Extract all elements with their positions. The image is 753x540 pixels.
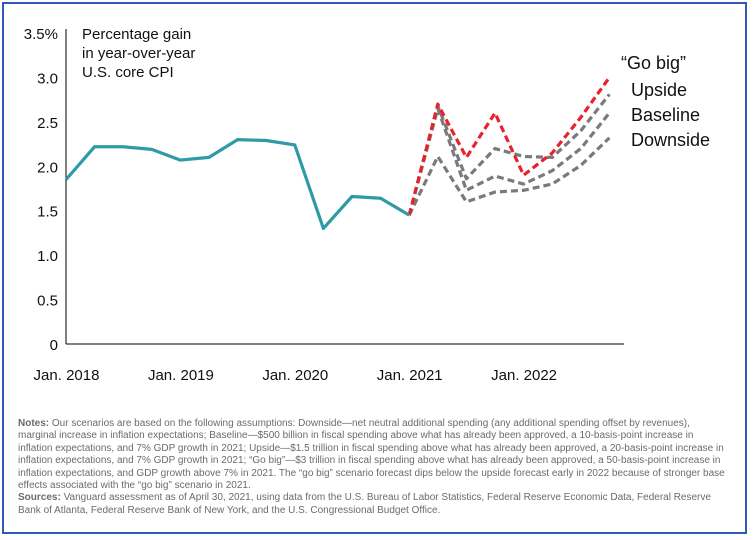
chart-title-line: U.S. core CPI	[82, 64, 174, 81]
notes-text: Our scenarios are based on the following…	[18, 418, 725, 492]
notes-block: Notes: Our scenarios are based on the fo…	[18, 418, 730, 517]
y-tick-label: 1.0	[37, 248, 58, 265]
series-line-baseline	[407, 106, 611, 216]
sources-text: Vanguard assessment as of April 30, 2021…	[18, 492, 711, 516]
chart-title-line: Percentage gain	[82, 26, 191, 43]
figure-frame	[2, 2, 747, 534]
y-tick-label: 0.5	[37, 293, 58, 310]
line-chart: 0 0.5 1.0 1.5 2.0 2.5 3.0 3.5% Jan. 2018 Jan. 201…	[24, 26, 710, 384]
sources-label: Sources:	[18, 492, 61, 504]
y-tick-label: 2.0	[37, 159, 58, 176]
legend-label: Baseline	[631, 105, 700, 125]
legend-label: Downside	[631, 130, 710, 150]
x-tick-label: Jan. 2020	[262, 367, 328, 384]
x-tick-label: Jan. 2022	[491, 367, 557, 384]
x-tick-label: Jan. 2019	[148, 367, 214, 384]
notes-label: Notes:	[18, 418, 50, 429]
y-tick-label: 3.5%	[24, 26, 58, 43]
series-line-downside	[407, 136, 611, 216]
y-tick-label: 3.0	[37, 70, 58, 87]
legend-label: Upside	[631, 80, 687, 100]
x-tick-label: Jan. 2021	[377, 367, 443, 384]
series-line-actual	[64, 138, 411, 231]
y-tick-label: 1.5	[37, 204, 58, 221]
chart-title-line: in year-over-year	[82, 45, 195, 62]
y-tick-label: 0	[50, 337, 58, 354]
y-tick-label: 2.5	[37, 115, 58, 132]
series-line-gobig	[407, 76, 611, 216]
legend-label: “Go big”	[621, 53, 686, 73]
x-tick-label: Jan. 2018	[34, 367, 100, 384]
series-line-upside	[407, 93, 611, 216]
